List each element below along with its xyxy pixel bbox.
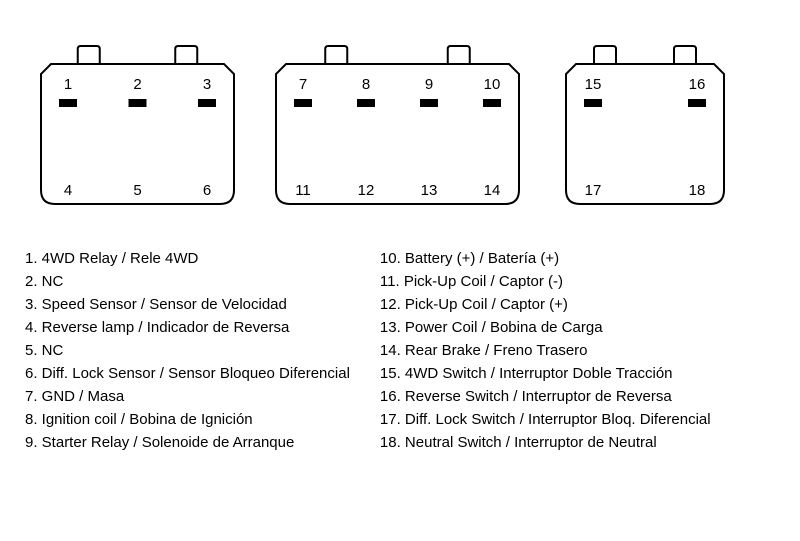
pin-3 [198, 99, 216, 107]
connector-diagram-area: 123456 7891011121314 15161718 [0, 45, 800, 215]
pin-2 [129, 99, 147, 107]
legend-item: 4. Reverse lamp / Indicador de Reversa [25, 319, 350, 336]
legend-item: 6. Diff. Lock Sensor / Sensor Bloqueo Di… [25, 365, 350, 382]
pin-label-10: 10 [484, 76, 501, 93]
legend-item: 5. NC [25, 342, 350, 359]
pin-label-6: 6 [203, 182, 211, 199]
pin-label-1: 1 [64, 76, 72, 93]
connector-tab [594, 46, 616, 64]
pin-label-2: 2 [133, 76, 141, 93]
legend-item: 16. Reverse Switch / Interruptor de Reve… [380, 388, 711, 405]
legend-column-1: 1. 4WD Relay / Rele 4WD 2. NC 3. Speed Sen… [25, 250, 350, 451]
pin-label-12: 12 [358, 182, 375, 199]
legend-column-2: 10. Battery (+) / Batería (+) 11. Pick-Up… [380, 250, 711, 451]
pin-16 [688, 99, 706, 107]
pin-15 [584, 99, 602, 107]
legend-item: 8. Ignition coil / Bobina de Ignición [25, 411, 350, 428]
pin-label-16: 16 [689, 76, 706, 93]
pin-label-3: 3 [203, 76, 211, 93]
pin-label-13: 13 [421, 182, 438, 199]
connector-body [276, 64, 519, 204]
legend-item: 14. Rear Brake / Freno Trasero [380, 342, 711, 359]
pin-label-14: 14 [484, 182, 501, 199]
legend-item: 15. 4WD Switch / Interruptor Doble Tracc… [380, 365, 711, 382]
pin-label-4: 4 [64, 182, 72, 199]
legend-item: 9. Starter Relay / Solenoide de Arranque [25, 434, 350, 451]
legend-item: 10. Battery (+) / Batería (+) [380, 250, 711, 267]
pin-label-7: 7 [299, 76, 307, 93]
pin-label-17: 17 [585, 182, 602, 199]
legend-item: 2. NC [25, 273, 350, 290]
legend-item: 11. Pick-Up Coil / Captor (-) [380, 273, 711, 290]
legend-item: 13. Power Coil / Bobina de Carga [380, 319, 711, 336]
pin-1 [59, 99, 77, 107]
connector-tab [175, 46, 197, 64]
connector-A: 1 2 3 4 5 6 [40, 45, 235, 205]
connector-C: 15 16 17 18 [565, 45, 725, 205]
pin-label-18: 18 [689, 182, 706, 199]
connector-B: 7 8 9 10 11 12 13 14 [275, 45, 520, 205]
pin-label-5: 5 [133, 182, 141, 199]
pin-label-15: 15 [585, 76, 602, 93]
legend-item: 7. GND / Masa [25, 388, 350, 405]
legend-area: 1. 4WD Relay / Rele 4WD 2. NC 3. Speed Sen… [25, 250, 775, 451]
legend-item: 17. Diff. Lock Switch / Interruptor Bloq… [380, 411, 711, 428]
legend-item: 18. Neutral Switch / Interruptor de Neut… [380, 434, 711, 451]
pin-label-8: 8 [362, 76, 370, 93]
pin-9 [420, 99, 438, 107]
pin-10 [483, 99, 501, 107]
legend-item: 12. Pick-Up Coil / Captor (+) [380, 296, 711, 313]
legend-item: 3. Speed Sensor / Sensor de Velocidad [25, 296, 350, 313]
legend-item: 1. 4WD Relay / Rele 4WD [25, 250, 350, 267]
connector-tab [674, 46, 696, 64]
connector-tab [448, 46, 470, 64]
pin-7 [294, 99, 312, 107]
pin-8 [357, 99, 375, 107]
pin-label-11: 11 [295, 182, 311, 199]
pin-label-9: 9 [425, 76, 433, 93]
connector-tab [78, 46, 100, 64]
connector-tab [325, 46, 347, 64]
